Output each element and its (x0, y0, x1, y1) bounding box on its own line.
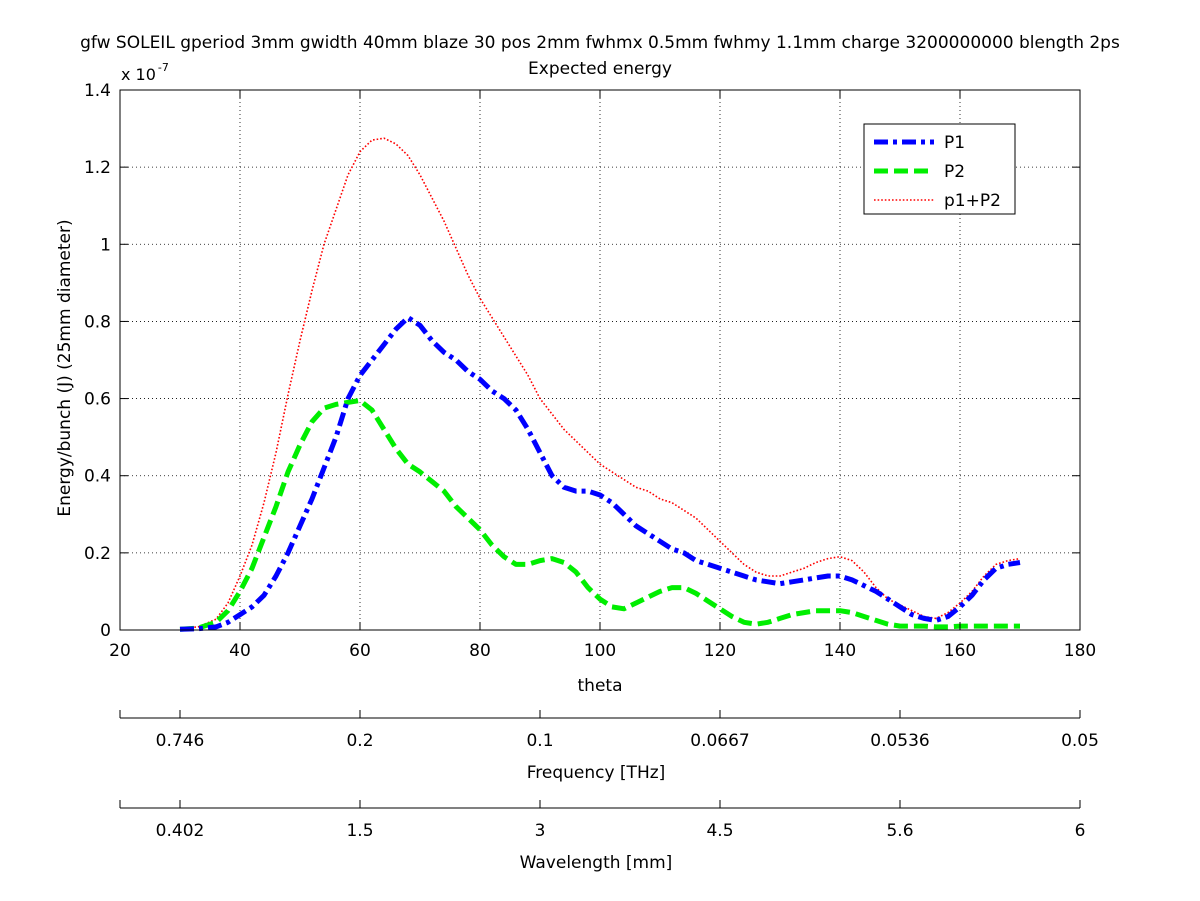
y-exponent-label: x 10 -7 (121, 61, 169, 84)
series-line-p2 (179, 398, 1020, 632)
axis-tick-label: 6 (1075, 821, 1086, 841)
y-tick-label: 0.6 (84, 390, 111, 410)
axis-tick-label: 4.5 (706, 821, 733, 841)
x-tick-label: 120 (704, 641, 736, 661)
y-tick-label: 0 (100, 621, 111, 641)
axis-tick-label: 1.5 (346, 821, 373, 841)
chart-subtitle: Expected energy (528, 59, 672, 79)
axis-tick-label: 0.402 (156, 821, 205, 841)
series-line-p1-p2 (179, 137, 1021, 630)
y-tick-label: 1.2 (84, 158, 111, 178)
legend-box (863, 123, 1016, 215)
y-exponent-base: x 10 (121, 65, 156, 84)
axis-tick-label: 0.0667 (690, 731, 749, 751)
y-tick-label: 0.8 (84, 312, 111, 332)
wavelength-axis-label: Wavelength [mm] (520, 853, 673, 873)
y-tick-label: 0.4 (84, 467, 111, 487)
y-axis: 0 0.2 0.4 0.6 0.8 1 1.2 1.4 (84, 81, 1080, 641)
axis-tick-label: 0.746 (156, 731, 205, 751)
series-layer (179, 137, 1021, 632)
x-tick-label: 180 (1064, 641, 1096, 661)
y-tick-label: 0.2 (84, 544, 111, 564)
x-axis: 20 40 60 80 100 120 140 160 180 (109, 90, 1096, 661)
y-exponent-power: -7 (158, 61, 169, 74)
x-tick-label: 40 (229, 641, 251, 661)
x-tick-label: 100 (584, 641, 616, 661)
x-tick-label: 160 (944, 641, 976, 661)
y-tick-label: 1 (100, 235, 111, 255)
x-tick-label: 140 (824, 641, 856, 661)
x-tick-label: 20 (109, 641, 131, 661)
axis-tick-label: 0.2 (346, 731, 373, 751)
wavelength-axis: 0.402 1.5 3 4.5 5.6 6 (119, 800, 1086, 841)
series-line-p1 (179, 315, 1021, 632)
legend-label: P2 (944, 162, 965, 182)
legend: P1 P2 p1+P2 (863, 123, 1016, 215)
axis-tick-label: 0.05 (1061, 731, 1099, 751)
legend-label: p1+P2 (944, 191, 1001, 211)
x-tick-label: 60 (349, 641, 371, 661)
chart-title: gfw SOLEIL gperiod 3mm gwidth 40mm blaze… (80, 33, 1120, 53)
axis-tick-label: 3 (535, 821, 546, 841)
axis-tick-label: 5.6 (886, 821, 913, 841)
y-tick-label: 1.4 (84, 81, 111, 101)
axis-tick-label: 0.0536 (870, 731, 929, 751)
axis-tick-label: 0.1 (526, 731, 553, 751)
frequency-axis-label: Frequency [THz] (527, 763, 666, 783)
x-axis-label: theta (578, 676, 623, 696)
x-tick-label: 80 (469, 641, 491, 661)
y-axis-label: Energy/bunch (J) (25mm diameter) (55, 219, 75, 516)
legend-label: P1 (944, 133, 965, 153)
frequency-axis: 0.746 0.2 0.1 0.0667 0.0536 0.05 (119, 710, 1099, 751)
